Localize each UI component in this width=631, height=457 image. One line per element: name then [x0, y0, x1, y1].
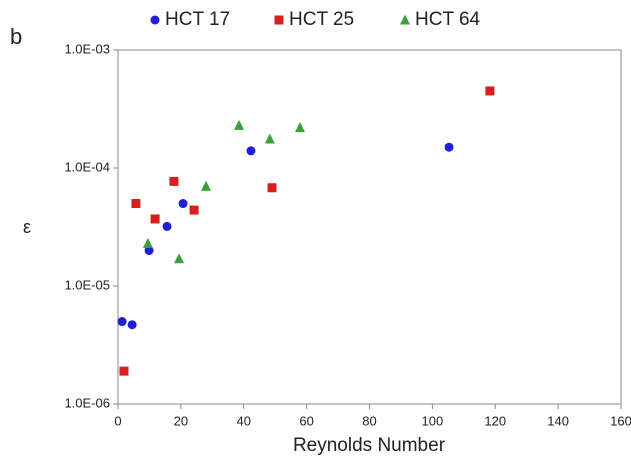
marker-square	[189, 205, 199, 215]
legend-label: HCT 25	[289, 9, 354, 30]
y-tick-label: 1.0E-03	[64, 41, 110, 56]
marker-square	[485, 86, 495, 96]
marker-circle	[127, 320, 137, 330]
marker-triangle	[142, 237, 153, 248]
marker-circle	[144, 245, 154, 255]
legend-label: HCT 17	[165, 9, 230, 30]
marker-square	[119, 366, 129, 376]
y-tick-label: 1.0E-05	[64, 277, 110, 292]
marker-square	[150, 214, 160, 224]
legend-marker	[274, 15, 284, 25]
marker-circle	[444, 142, 454, 152]
marker-triangle	[295, 122, 306, 133]
x-axis-label: Reynolds Number	[293, 435, 446, 456]
marker-square	[131, 199, 141, 209]
legend-marker	[150, 15, 160, 25]
marker-square	[267, 183, 277, 193]
marker-circle	[162, 221, 172, 231]
panel-label: b	[10, 24, 22, 49]
plot-frame	[117, 49, 622, 405]
x-tick-label: 20	[174, 413, 188, 428]
x-tick-label: 60	[299, 413, 313, 428]
marker-triangle	[264, 133, 275, 144]
y-tick-label: 1.0E-06	[64, 395, 110, 410]
marker-triangle	[201, 180, 212, 191]
x-tick-label: 80	[362, 413, 376, 428]
x-tick-label: 100	[422, 413, 444, 428]
legend-marker	[400, 14, 410, 25]
y-tick-label: 1.0E-04	[64, 159, 110, 174]
x-tick-label: 160	[610, 413, 631, 428]
x-tick-label: 120	[484, 413, 506, 428]
marker-square	[169, 176, 179, 186]
y-axis-label: ε	[23, 217, 31, 237]
marker-triangle	[173, 253, 184, 264]
marker-circle	[246, 146, 256, 156]
marker-circle	[117, 317, 127, 327]
marker-circle	[178, 199, 188, 209]
x-tick-label: 140	[547, 413, 569, 428]
x-tick-label: 0	[114, 413, 121, 428]
x-tick-label: 40	[237, 413, 251, 428]
marker-triangle	[234, 119, 245, 130]
legend-label: HCT 64	[415, 9, 481, 30]
